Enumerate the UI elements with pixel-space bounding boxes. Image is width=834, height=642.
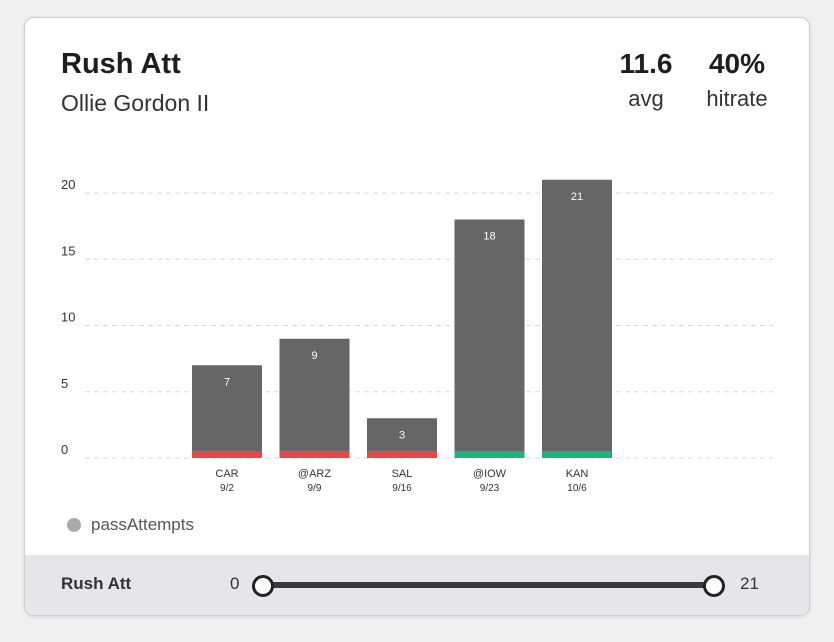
hitrate-value: 40% [708,48,766,79]
x-tick-label: @IOW [473,468,507,480]
data-label: 18 [483,231,495,243]
bar-status-SAL [367,451,437,458]
bar-@ARZ [279,338,350,458]
y-tick-label: 15 [61,243,75,258]
x-tick-date: 9/2 [220,483,234,494]
x-tick-date: 9/23 [480,483,500,494]
avg-stat: 11.6 avg [611,48,681,112]
range-slider-track[interactable] [262,582,713,588]
y-tick-label: 20 [61,177,75,192]
stat-title: Rush Att [61,48,181,80]
y-tick-label: 0 [61,442,68,457]
bar-CAR [192,365,262,458]
player-name: Ollie Gordon II [61,90,210,116]
x-tick-date: 10/6 [567,483,587,494]
range-slider-max-handle[interactable] [703,575,725,597]
data-label: 9 [311,350,317,362]
data-label: 3 [399,429,405,441]
legend[interactable]: passAttempts [67,515,194,535]
bar-status-@ARZ [279,451,350,458]
bar-status-CAR [192,451,262,458]
legend-dot-icon [67,518,81,532]
bar-chart: 0 5 10 15 20 7 CAR 9/2 9 @ARZ 9/9 3 SAL 9/16 18 @IOW 9/2… [61,177,773,494]
data-label: 7 [224,376,230,388]
bar-KAN [542,179,612,458]
x-tick-label: KAN [566,468,589,480]
range-slider-min-handle[interactable] [252,575,274,597]
x-tick-label: CAR [215,468,238,480]
y-tick-label: 10 [61,310,75,325]
x-tick-label: @ARZ [298,468,331,480]
x-tick-label: SAL [392,468,413,480]
x-tick-date: 9/16 [392,483,412,494]
hitrate-label: hitrate [706,86,768,111]
legend-label: passAttempts [91,515,194,534]
bar-status-KAN [542,451,612,458]
avg-value: 11.6 [619,48,673,79]
range-min-label: 0 [230,574,240,593]
y-tick-label: 5 [61,376,68,391]
bar-status-@IOW [454,451,525,458]
x-tick-date: 9/9 [308,483,322,494]
data-label: 21 [571,191,583,203]
avg-label: avg [628,86,664,111]
filter-label: Rush Att [61,574,132,593]
prop-card: Rush Att Ollie Gordon II 11.6 avg 40% hi… [24,17,810,616]
bar-@IOW [454,219,525,458]
hitrate-stat: 40% hitrate [697,48,777,112]
range-max-label: 21 [740,574,759,593]
range-filter: Rush Att 0 21 [25,555,809,615]
